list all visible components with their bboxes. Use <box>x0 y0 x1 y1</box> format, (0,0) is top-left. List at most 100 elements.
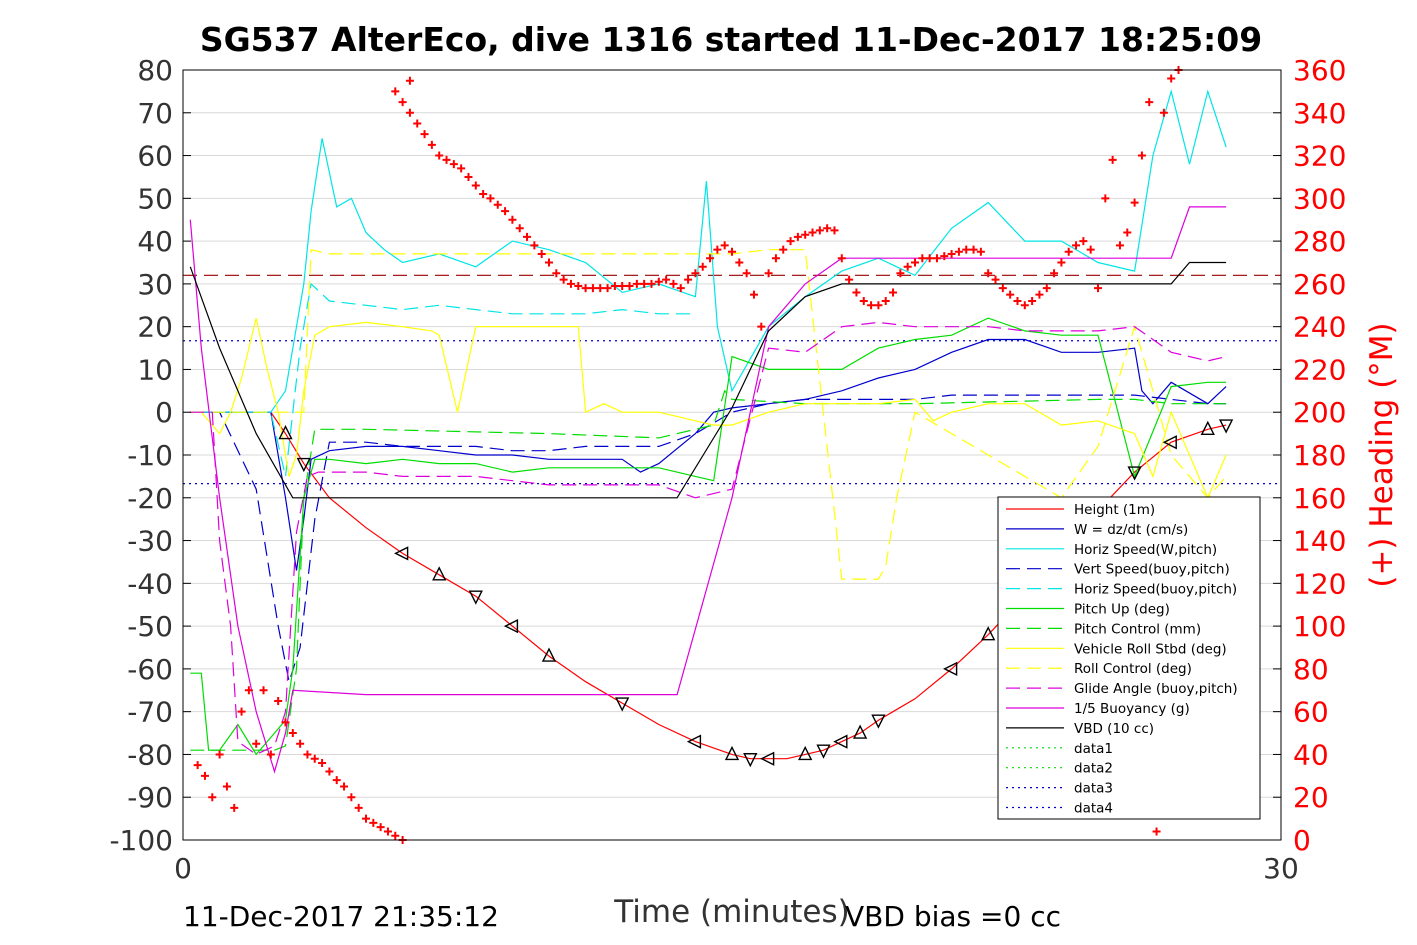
heading-point <box>515 224 524 233</box>
heading-point <box>1086 245 1095 254</box>
heading-point <box>391 831 400 840</box>
depth-marker <box>724 745 740 761</box>
heading-point <box>676 284 685 293</box>
depth-marker <box>615 697 630 712</box>
heading-point <box>925 254 934 263</box>
heading-point <box>786 237 795 246</box>
depth-marker <box>1218 419 1234 434</box>
heading-point <box>369 818 378 827</box>
y-tick-label: 60 <box>137 140 173 173</box>
heading-point <box>779 245 788 254</box>
heading-point <box>1167 74 1176 83</box>
heading-point <box>281 718 290 727</box>
heading-point <box>713 245 722 254</box>
heading-point <box>552 269 561 278</box>
y-tick-label: 70 <box>137 97 173 130</box>
heading-point <box>896 269 905 278</box>
heading-point <box>640 279 649 288</box>
depth-marker <box>798 745 813 761</box>
heading-point <box>493 200 502 209</box>
legend-entry: Glide Angle (buoy,pitch) <box>1074 681 1238 697</box>
heading-point <box>735 258 744 267</box>
heading-point <box>852 288 861 297</box>
heading-point <box>1057 258 1066 267</box>
depth-marker <box>686 734 702 749</box>
heading-point <box>662 275 671 284</box>
depth-marker <box>833 734 848 749</box>
footer-timestamp: 11-Dec-2017 21:35:12 <box>183 900 499 933</box>
heading-point <box>332 776 341 785</box>
heading-point <box>918 254 927 263</box>
heading-point <box>486 194 495 203</box>
heading-point <box>969 245 978 254</box>
depth-marker <box>432 566 447 581</box>
heading-point <box>706 254 715 263</box>
depth-marker <box>468 590 483 605</box>
heading-point <box>867 301 876 310</box>
depth-marker <box>503 618 519 634</box>
legend-entry: Horiz Speed(buoy,pitch) <box>1074 582 1237 598</box>
heading-point <box>383 827 392 836</box>
heading-point <box>347 793 356 802</box>
depth-marker <box>816 744 831 759</box>
legend-entry: Pitch Up (deg) <box>1074 602 1170 618</box>
heading-point <box>684 275 693 284</box>
heading-point <box>1094 284 1102 293</box>
heading-point <box>1115 241 1124 250</box>
depth-marker <box>871 714 886 729</box>
y-tick-label: -60 <box>127 653 173 686</box>
heading-point <box>457 164 466 173</box>
heading-point <box>610 282 619 291</box>
x-tick-label: 0 <box>174 852 192 885</box>
heading-point <box>215 750 224 759</box>
heading-point <box>954 247 963 256</box>
heading-point <box>479 190 488 199</box>
legend-entry: VBD (10 cc) <box>1074 721 1154 737</box>
heading-point <box>296 739 305 748</box>
heading-point <box>603 284 612 293</box>
series-line <box>190 321 1227 756</box>
heading-point <box>1072 241 1081 250</box>
depth-marker <box>981 626 996 641</box>
series-line <box>190 282 696 477</box>
chart-title: SG537 AlterEco, dive 1316 started 11-Dec… <box>200 20 1262 59</box>
y-tick-label: -70 <box>127 696 173 729</box>
heading-point <box>830 226 839 235</box>
heading-point <box>618 282 627 291</box>
heading-point <box>808 228 817 237</box>
heading-point <box>874 301 883 310</box>
legend-entry: data2 <box>1074 761 1113 777</box>
heading-point <box>230 803 239 812</box>
heading-point <box>771 254 780 263</box>
heading-point <box>1145 98 1154 107</box>
heading-point <box>193 761 202 770</box>
heading-point <box>976 247 985 256</box>
legend-entry: Height (1m) <box>1074 502 1155 518</box>
heading-point <box>691 269 700 278</box>
heading-point <box>998 284 1007 293</box>
heading-point <box>303 750 312 759</box>
heading-point <box>508 215 517 224</box>
heading-point <box>420 130 429 139</box>
series-lines <box>189 89 1234 774</box>
heading-point <box>757 322 766 331</box>
heading-point <box>449 160 458 169</box>
legend-entry: Vert Speed(buoy,pitch) <box>1074 562 1230 578</box>
depth-marker <box>760 751 775 766</box>
y-tick-label: 20 <box>137 311 173 344</box>
heading-point <box>728 247 736 256</box>
heading-point <box>405 76 414 85</box>
heading-point <box>1020 301 1029 310</box>
heading-point <box>288 729 297 738</box>
heading-point <box>1152 827 1161 836</box>
y-right-tick-label: 280 <box>1293 225 1346 258</box>
heading-point <box>1006 290 1015 299</box>
y-tick-label: -50 <box>127 610 173 643</box>
legend-entry: data3 <box>1074 781 1113 797</box>
footer-vbd-bias: VBD bias =0 cc <box>845 900 1061 933</box>
heading-point <box>698 262 707 271</box>
y-right-tick-label: 100 <box>1293 610 1346 643</box>
series-line <box>189 261 1227 499</box>
heading-point <box>881 297 890 305</box>
